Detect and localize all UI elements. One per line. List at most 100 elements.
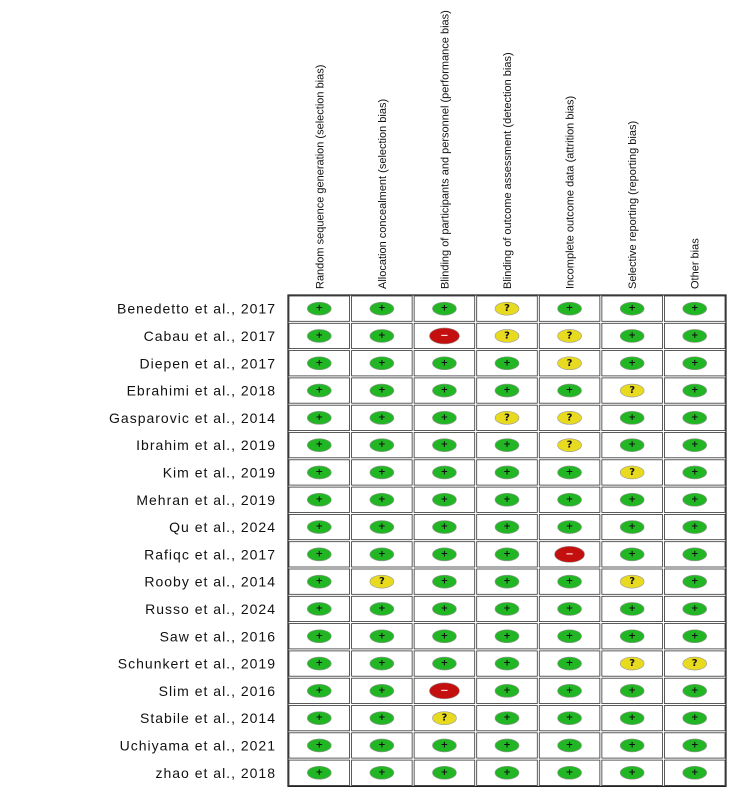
judgement-low: + xyxy=(369,684,395,698)
judgement-symbol: + xyxy=(503,713,511,723)
judgement-unclear: ? xyxy=(619,574,645,589)
column-header: Blinding of participants and personnel (… xyxy=(439,10,451,289)
judgement-low: + xyxy=(306,465,332,480)
judgement-symbol: + xyxy=(628,358,636,368)
judgement-symbol: + xyxy=(691,740,699,750)
judgement-mark xyxy=(682,411,708,425)
judgement-symbol: + xyxy=(503,386,511,396)
judgement-mark xyxy=(369,547,395,562)
judgement-symbol: + xyxy=(691,768,699,778)
judgement-symbol: + xyxy=(316,522,324,532)
judgement-low: + xyxy=(494,383,520,398)
judgement-low: + xyxy=(682,383,708,398)
judgement-low: + xyxy=(369,438,395,452)
judgement-low: + xyxy=(432,492,457,507)
judgement-mark xyxy=(432,574,457,589)
judgement-symbol: + xyxy=(316,768,324,778)
judgement-mark xyxy=(306,602,332,616)
judgement-symbol: + xyxy=(316,631,324,641)
judgement-low: + xyxy=(557,574,582,589)
judgement-symbol: + xyxy=(441,495,449,505)
judgement-symbol: + xyxy=(691,304,699,314)
judgement-mark xyxy=(369,602,395,616)
judgement-symbol: + xyxy=(316,659,324,669)
judgement-symbol: + xyxy=(566,631,574,641)
judgement-low: + xyxy=(306,301,332,316)
judgement-symbol: + xyxy=(503,631,511,641)
judgement-low: + xyxy=(557,629,582,644)
judgement-low: + xyxy=(494,711,520,725)
judgement-low: + xyxy=(619,329,645,343)
study-label: zhao et al., 2018 xyxy=(155,765,276,781)
grid-cell xyxy=(664,322,726,349)
judgement-symbol: + xyxy=(691,522,699,532)
judgement-mark xyxy=(369,711,395,725)
judgement-low: + xyxy=(682,520,708,534)
judgement-mark xyxy=(369,520,395,534)
judgement-unclear: ? xyxy=(557,411,582,425)
judgement-symbol: + xyxy=(441,358,449,368)
judgement-mark xyxy=(682,656,708,671)
judgement-low: + xyxy=(557,602,582,616)
judgement-symbol: + xyxy=(503,358,511,368)
judgement-low: + xyxy=(306,383,332,398)
judgement-symbol: ? xyxy=(504,330,510,341)
judgement-symbol: + xyxy=(691,549,699,559)
judgement-symbol: + xyxy=(503,577,511,587)
judgement-symbol: − xyxy=(440,685,448,696)
judgement-symbol: ? xyxy=(629,658,635,669)
judgement-mark xyxy=(619,492,645,507)
judgement-symbol: + xyxy=(691,495,699,505)
judgement-symbol: + xyxy=(628,549,636,559)
judgement-mark xyxy=(682,765,708,780)
judgement-low: + xyxy=(619,520,645,534)
judgement-low: + xyxy=(369,329,395,343)
judgement-mark xyxy=(306,738,332,753)
judgement-low: + xyxy=(619,356,645,371)
study-label: Russo et al., 2024 xyxy=(145,601,276,617)
judgement-low: + xyxy=(494,547,520,562)
judgement-mark xyxy=(306,574,332,589)
judgement-mark xyxy=(557,738,582,753)
judgement-mark xyxy=(682,383,708,398)
judgement-symbol: + xyxy=(691,686,699,696)
judgement-mark xyxy=(494,629,520,644)
judgement-mark xyxy=(432,383,457,398)
judgement-mark xyxy=(557,765,582,780)
judgement-low: + xyxy=(682,492,708,507)
judgement-mark xyxy=(369,411,395,425)
judgement-symbol: + xyxy=(441,549,449,559)
judgement-low: + xyxy=(557,520,582,534)
judgement-symbol: ? xyxy=(692,658,698,669)
judgement-symbol: + xyxy=(566,522,574,532)
judgement-symbol: + xyxy=(628,304,636,314)
judgement-symbol: ? xyxy=(629,385,635,396)
judgement-mark xyxy=(557,629,582,644)
judgement-mark xyxy=(306,547,332,562)
judgement-mark xyxy=(619,301,645,316)
judgement-symbol: + xyxy=(628,522,636,532)
judgement-mark xyxy=(557,465,582,480)
judgement-low: + xyxy=(369,465,395,480)
judgement-low: + xyxy=(494,738,520,753)
judgement-mark xyxy=(432,356,457,371)
judgement-mark xyxy=(619,629,645,644)
judgement-symbol: + xyxy=(316,386,324,396)
judgement-mark xyxy=(306,438,332,452)
judgement-low: + xyxy=(369,602,395,616)
judgement-symbol: + xyxy=(503,768,511,778)
judgement-unclear: ? xyxy=(619,383,645,398)
judgement-mark xyxy=(306,684,332,698)
study-label: Mehran et al., 2019 xyxy=(136,492,276,508)
judgement-low: + xyxy=(432,547,457,562)
judgement-high: − xyxy=(554,546,585,563)
study-label: Kim et al., 2019 xyxy=(163,464,276,480)
judgement-mark xyxy=(682,602,708,616)
judgement-symbol: ? xyxy=(504,303,510,314)
study-label: Slim et al., 2016 xyxy=(159,683,276,699)
judgement-symbol: + xyxy=(316,467,324,477)
judgement-symbol: + xyxy=(503,740,511,750)
judgement-mark xyxy=(682,301,708,316)
judgement-symbol: + xyxy=(378,549,386,559)
judgement-symbol: − xyxy=(440,330,448,341)
